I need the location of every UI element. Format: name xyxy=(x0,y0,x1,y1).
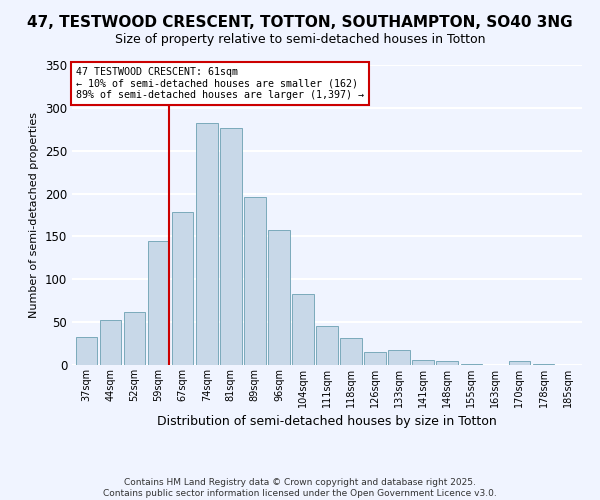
Bar xyxy=(124,312,145,365)
Bar xyxy=(172,212,193,365)
Bar xyxy=(148,240,169,365)
Bar xyxy=(244,197,266,365)
Bar xyxy=(412,360,434,365)
Text: Size of property relative to semi-detached houses in Totton: Size of property relative to semi-detach… xyxy=(115,32,485,46)
Bar xyxy=(220,128,242,365)
Bar xyxy=(436,360,458,365)
Bar xyxy=(268,230,290,365)
Text: Contains HM Land Registry data © Crown copyright and database right 2025.
Contai: Contains HM Land Registry data © Crown c… xyxy=(103,478,497,498)
Bar xyxy=(364,352,386,365)
Bar xyxy=(76,336,97,365)
Bar xyxy=(388,350,410,365)
Text: 47, TESTWOOD CRESCENT, TOTTON, SOUTHAMPTON, SO40 3NG: 47, TESTWOOD CRESCENT, TOTTON, SOUTHAMPT… xyxy=(27,15,573,30)
Text: 47 TESTWOOD CRESCENT: 61sqm
← 10% of semi-detached houses are smaller (162)
89% : 47 TESTWOOD CRESCENT: 61sqm ← 10% of sem… xyxy=(76,66,364,100)
Bar xyxy=(292,294,314,365)
Bar xyxy=(509,360,530,365)
Bar xyxy=(196,124,218,365)
Bar xyxy=(100,320,121,365)
Bar xyxy=(316,326,338,365)
Bar xyxy=(340,338,362,365)
Bar xyxy=(533,364,554,365)
Y-axis label: Number of semi-detached properties: Number of semi-detached properties xyxy=(29,112,40,318)
X-axis label: Distribution of semi-detached houses by size in Totton: Distribution of semi-detached houses by … xyxy=(157,416,497,428)
Bar xyxy=(461,364,482,365)
